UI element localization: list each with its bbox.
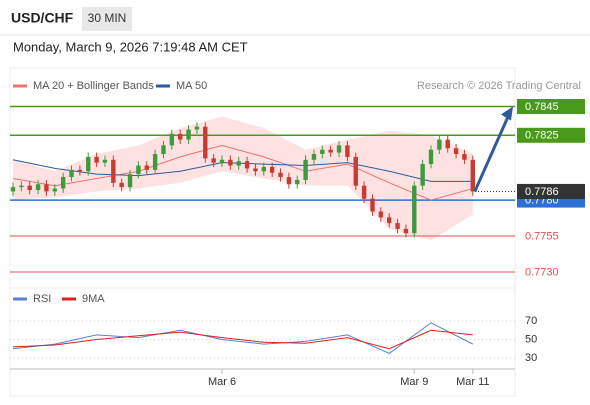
- candle-body: [387, 217, 392, 224]
- level-box: [517, 99, 585, 115]
- candle-body: [77, 169, 83, 172]
- candle-body: [178, 133, 183, 140]
- y-tick-label: 50: [525, 333, 537, 345]
- candle-body: [102, 159, 108, 163]
- candle-body: [311, 154, 317, 160]
- candle-body: [462, 154, 467, 160]
- candle-body: [470, 159, 475, 192]
- candle-body: [35, 184, 41, 190]
- candle-body: [445, 139, 450, 149]
- legend-label: MA 50: [176, 80, 207, 92]
- candle-body: [211, 158, 216, 163]
- candle-body: [136, 165, 141, 175]
- candle-body: [453, 148, 459, 155]
- candle-body: [328, 149, 333, 153]
- current-price-box: [517, 183, 585, 199]
- moving-average: [12, 144, 473, 201]
- candle-body: [253, 168, 258, 172]
- candle-body: [428, 149, 434, 165]
- current-price-label: 0.7786: [525, 186, 559, 198]
- candle-body: [161, 145, 166, 155]
- candle-body: [228, 159, 233, 166]
- level-label: 0.7825: [525, 130, 559, 142]
- bollinger-band: [13, 116, 473, 241]
- candle-body: [295, 179, 300, 185]
- candle-body: [219, 159, 225, 163]
- candle-body: [269, 166, 275, 173]
- source: Research © 2026 Trading Central: [417, 80, 581, 92]
- candle-body: [395, 223, 400, 229]
- candle-body: [119, 182, 124, 188]
- symbol: USD/CHF: [11, 10, 74, 26]
- moving-average: [12, 159, 473, 182]
- candle-body: [27, 185, 32, 190]
- indicator-line: [12, 322, 474, 354]
- timeframe: 30 MIN: [88, 11, 127, 25]
- candle-body: [261, 166, 266, 172]
- legend-label: MA 20 + Bollinger Bands: [33, 80, 154, 92]
- candle-body: [244, 161, 250, 169]
- candle-body: [236, 161, 241, 166]
- candle-body: [144, 165, 149, 170]
- frame: [9, 67, 516, 397]
- candle-body: [60, 177, 66, 189]
- candle-body: [186, 129, 191, 140]
- candle-body: [44, 184, 49, 192]
- candle-body: [336, 145, 342, 153]
- candle-body: [278, 172, 283, 178]
- timestamp: Monday, March 9, 2026 7:19:48 AM CET: [13, 39, 248, 54]
- level-label: 0.7845: [525, 101, 559, 113]
- x-tick-label: Mar 11: [456, 376, 489, 388]
- legend-label: RSI: [33, 293, 51, 305]
- candle-body: [286, 177, 292, 185]
- y-tick-label: 30: [525, 352, 537, 364]
- candle-body: [52, 188, 57, 192]
- candle-body: [420, 164, 425, 186]
- candle-body: [303, 159, 308, 180]
- candle-body: [69, 169, 74, 178]
- candle-body: [19, 185, 24, 188]
- candle-body: [86, 156, 91, 172]
- indicator-line: [12, 329, 473, 350]
- arrow-head: [501, 106, 513, 121]
- candle-body: [378, 211, 384, 218]
- candle-body: [10, 187, 16, 192]
- candle-body: [152, 154, 158, 170]
- forecast-arrow: [473, 113, 511, 193]
- level-label: 0.7730: [525, 266, 559, 278]
- candle-body: [111, 159, 116, 183]
- candle-body: [203, 126, 208, 159]
- legend-label: 9MA: [82, 293, 105, 305]
- candle-body: [345, 145, 350, 157]
- candle-body: [169, 133, 175, 146]
- x-tick-label: Mar 6: [208, 376, 236, 388]
- candle-body: [437, 139, 442, 150]
- candle-body: [412, 185, 417, 234]
- candle-body: [353, 156, 358, 186]
- y-tick-label: 70: [525, 315, 537, 327]
- candle-body: [94, 156, 99, 163]
- level-box: [517, 127, 585, 143]
- candle-body: [370, 198, 375, 212]
- candle-body: [361, 185, 367, 199]
- candle-body: [403, 228, 409, 234]
- candle-body: [127, 174, 133, 188]
- candle-body: [320, 149, 325, 155]
- x-tick-label: Mar 9: [400, 376, 428, 388]
- timeframe-badge: [82, 7, 132, 31]
- candle-body: [194, 126, 200, 130]
- level-label: 0.7755: [525, 230, 559, 242]
